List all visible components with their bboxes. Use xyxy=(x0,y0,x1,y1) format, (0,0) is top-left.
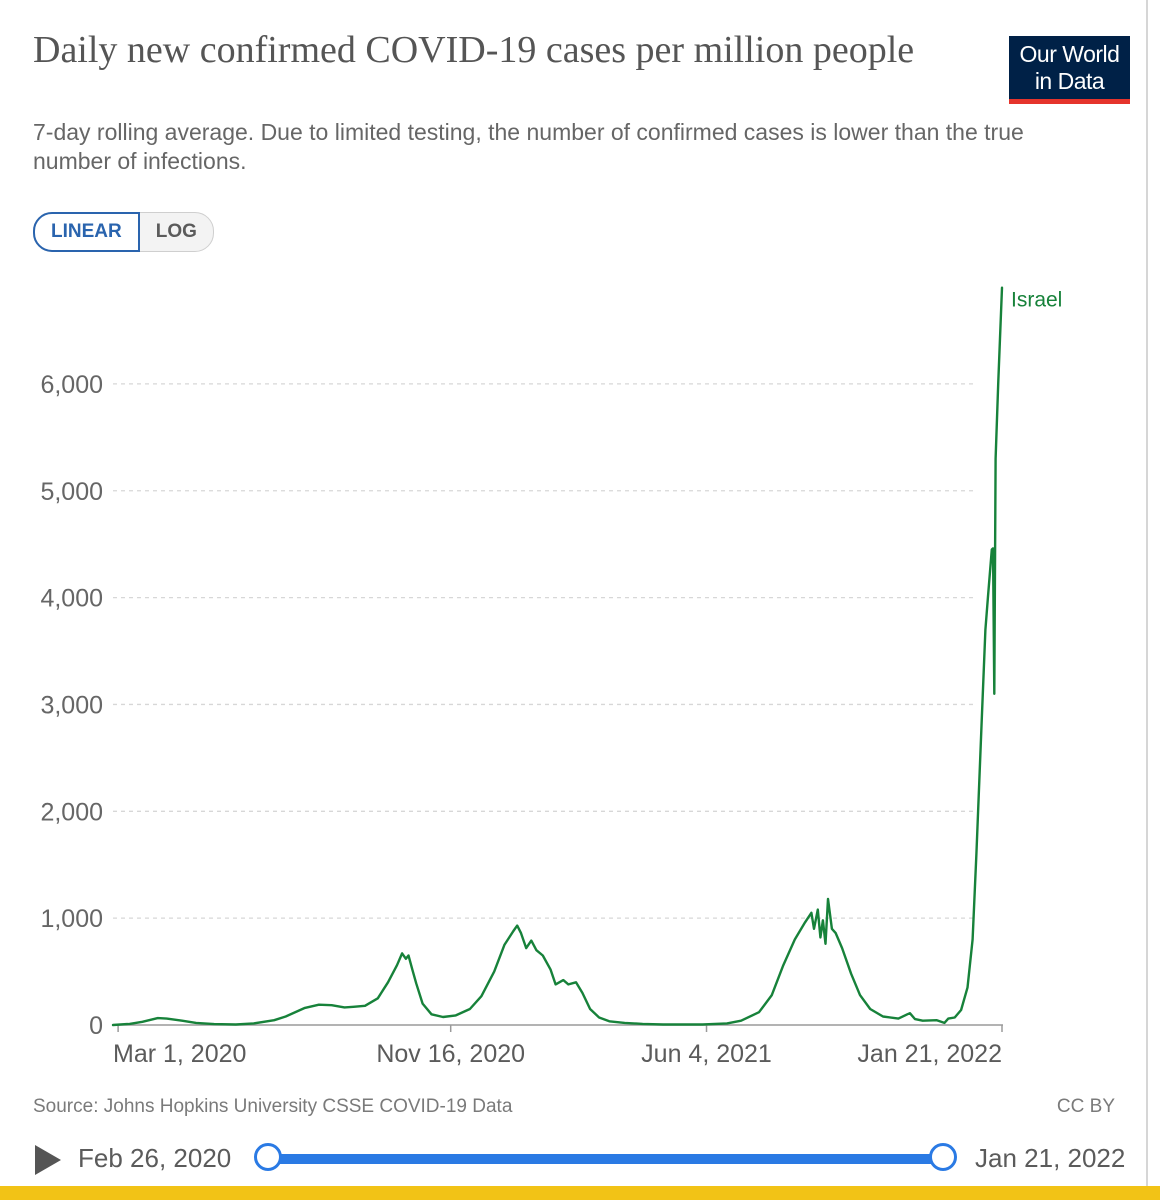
y-tick-label: 5,000 xyxy=(40,478,103,506)
series-label-israel: Israel xyxy=(1011,289,1062,312)
linear-scale-button[interactable]: LINEAR xyxy=(33,212,140,252)
timeline-start-label: Feb 26, 2020 xyxy=(78,1143,232,1173)
chart-subtitle: 7-day rolling average. Due to limited te… xyxy=(33,119,1024,174)
play-icon[interactable] xyxy=(35,1145,61,1175)
log-scale-button[interactable]: LOG xyxy=(155,221,197,242)
x-tick-label: Jun 4, 2021 xyxy=(641,1040,772,1068)
license-link[interactable]: CC BY xyxy=(1056,1096,1115,1117)
source-note[interactable]: Source: Johns Hopkins University CSSE CO… xyxy=(33,1096,513,1117)
timeline-slider: Feb 26, 2020 Jan 21, 2022 xyxy=(0,1135,1148,1181)
logo-line-2: in Data xyxy=(1034,68,1105,94)
y-tick-label: 6,000 xyxy=(40,371,103,399)
logo-line-1: Our World xyxy=(1019,41,1120,67)
y-tick-label: 1,000 xyxy=(40,905,103,933)
y-tick-label: 2,000 xyxy=(40,798,103,826)
series-line-israel xyxy=(111,286,1004,1027)
timeline-track[interactable] xyxy=(268,1154,944,1164)
owid-logo[interactable]: Our World in Data xyxy=(1009,36,1130,104)
y-tick-label: 0 xyxy=(89,1012,103,1040)
bottom-strip xyxy=(0,1186,1160,1200)
chart-title: Daily new confirmed COVID-19 cases per m… xyxy=(33,29,915,71)
timeline-end-label: Jan 21, 2022 xyxy=(975,1143,1126,1173)
timeline-end-handle[interactable] xyxy=(929,1143,957,1171)
scale-toggle: LINEAR LOG xyxy=(33,212,214,252)
timeline-start-handle[interactable] xyxy=(254,1143,282,1171)
x-tick-label: Mar 1, 2020 xyxy=(113,1040,246,1068)
x-tick-label: Nov 16, 2020 xyxy=(376,1040,525,1068)
y-tick-label: 3,000 xyxy=(40,691,103,719)
chart-card: Daily new confirmed COVID-19 cases per m… xyxy=(0,0,1148,1186)
y-tick-label: 4,000 xyxy=(40,585,103,613)
line-chart: 0 1,000 2,000 3,000 4,000 5,000 6,000 Mar 1, 20… xyxy=(40,286,1062,1068)
x-tick-label: Jan 21, 2022 xyxy=(857,1040,1002,1068)
